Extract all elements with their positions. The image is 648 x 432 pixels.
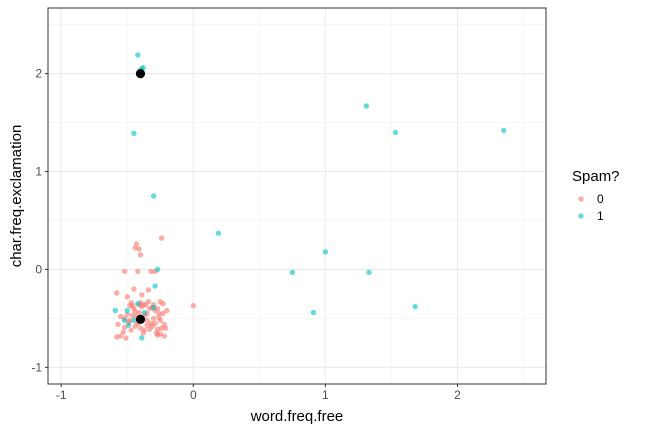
data-point-spam-1 [131,130,137,137]
data-point-spam-1 [363,103,370,109]
legend-title: Spam? [572,168,620,185]
centroid-point [135,69,146,79]
y-axis-title: char.freq.exclamation [8,125,25,268]
data-point-spam-0 [136,246,142,252]
data-point-spam-0 [137,252,144,258]
legend-entries: 01 [578,192,604,223]
y-tick-label: 2 [35,67,42,81]
y-tick-label: 1 [35,165,42,179]
data-point-spam-1 [289,269,296,276]
data-point-spam-0 [121,268,128,275]
data-point-spam-0 [127,302,133,309]
data-point-spam-0 [128,327,134,333]
data-point-spam-0 [156,310,162,317]
data-point-spam-0 [120,329,126,335]
x-axis-title: word.freq.free [250,408,344,425]
data-point-spam-0 [143,301,149,308]
y-tick-label: 0 [35,262,42,276]
y-axis-ticks: -1 0 1 2 [31,67,48,374]
data-point-spam-1 [139,335,145,341]
legend-label-1: 1 [597,209,604,223]
minor-gridlines [48,8,546,384]
data-point-spam-0 [161,321,167,327]
data-point-spam-1 [322,249,329,255]
data-point-spam-1 [121,317,128,324]
data-point-spam-0 [124,294,130,300]
centroid-point [135,314,146,324]
data-point-spam-0 [160,301,166,307]
plot-border [47,7,547,385]
data-point-spam-1 [392,129,399,136]
data-point-spam-0 [164,307,170,314]
data-point-spam-1 [125,322,132,328]
data-point-spam-0 [152,320,158,326]
legend: Spam? 01 [572,168,620,223]
data-point-spam-0 [139,292,145,298]
data-point-spam-0 [144,317,150,324]
data-point-spam-1 [366,269,372,276]
data-point-spam-0 [140,330,146,336]
legend-label-0: 0 [597,192,604,206]
data-point-spam-0 [160,310,166,317]
data-point-spam-1 [135,301,141,307]
data-point-spam-1 [154,266,161,273]
data-point-spam-0 [150,315,157,322]
data-point-spam-0 [158,235,165,241]
data-point-spam-0 [124,311,130,318]
data-point-spam-0 [123,335,129,341]
x-tick-label: 1 [322,388,329,402]
data-point-spam-0 [157,317,163,324]
data-point-spam-1 [150,193,157,199]
legend-key-0 [578,196,584,202]
data-point-spam-0 [144,322,150,328]
x-tick-label: 2 [454,388,461,402]
data-point-spam-0 [132,323,138,329]
data-point-spam-0 [157,331,163,337]
y-tick-label: -1 [31,360,42,374]
data-point-spam-1 [124,307,130,314]
data-point-spam-0 [117,313,124,320]
data-point-spam-0 [115,321,121,327]
data-point-spam-1 [141,309,148,316]
data-point-spam-1 [215,230,222,236]
major-gridlines [48,8,546,384]
data-point-spam-0 [148,268,154,275]
data-point-spam-1 [310,309,317,316]
data-point-spam-1 [501,127,507,134]
data-point-spam-1 [131,317,137,324]
data-point-spam-0 [113,290,120,296]
x-axis-ticks: -1 0 1 2 [56,384,461,402]
data-point-spam-1 [112,307,119,314]
data-points [112,52,507,341]
data-point-spam-1 [412,303,418,310]
x-tick-label: 0 [190,388,197,402]
data-point-spam-0 [137,325,144,331]
data-point-spam-0 [117,333,124,339]
data-point-spam-0 [190,302,197,309]
data-point-spam-1 [152,283,158,289]
data-point-spam-0 [127,317,133,324]
centroid-points [135,69,146,324]
data-point-spam-1 [150,304,157,311]
data-point-spam-1 [135,52,141,58]
data-point-spam-0 [133,241,140,247]
data-point-spam-0 [131,286,137,292]
legend-key-1 [578,213,584,219]
data-point-spam-0 [136,309,142,316]
data-point-spam-0 [154,326,161,332]
data-point-spam-0 [145,287,152,293]
x-tick-label: -1 [56,388,67,402]
data-point-spam-0 [135,268,141,275]
